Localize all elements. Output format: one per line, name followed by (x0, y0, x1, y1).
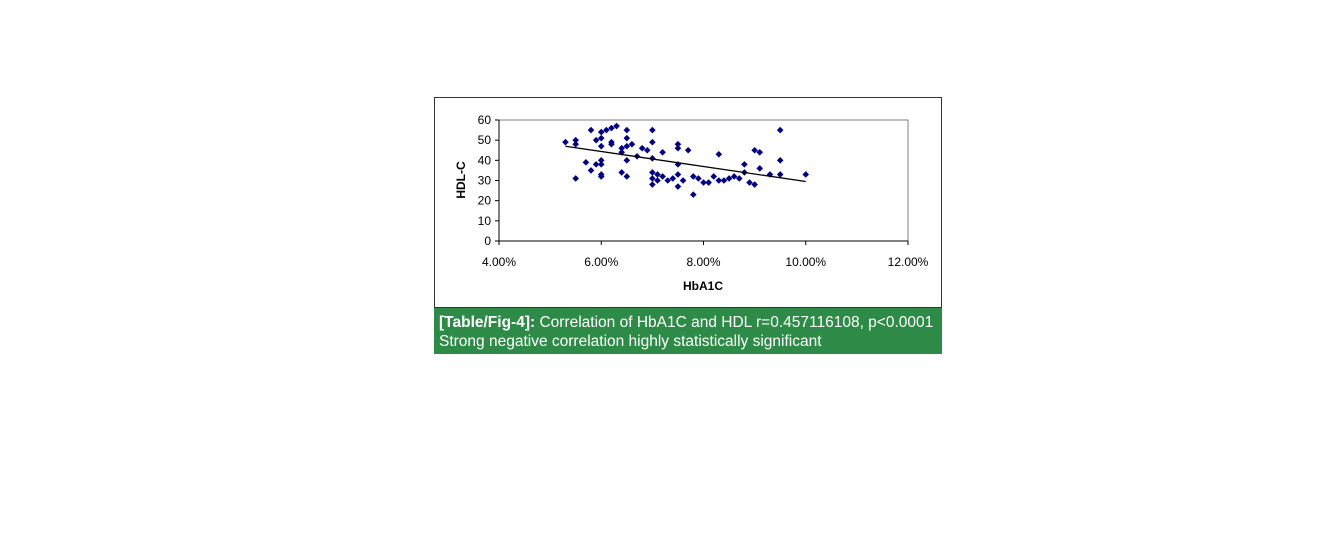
data-point (613, 122, 620, 130)
y-tick-label: 40 (478, 153, 492, 167)
x-tick-label: 6.00% (584, 255, 618, 269)
x-axis-title: HbA1C (683, 279, 723, 293)
y-tick-label: 0 (484, 234, 491, 248)
data-point (643, 146, 651, 154)
data-point (751, 146, 758, 154)
data-point (689, 173, 697, 180)
data-point (618, 144, 625, 152)
data-point (684, 146, 692, 154)
caption-text: Correlation of HbA1C and HDL r=0.4571161… (439, 314, 934, 350)
y-tick-label: 50 (478, 133, 492, 147)
data-point (659, 148, 666, 156)
data-point (679, 177, 687, 184)
data-point (654, 177, 661, 184)
figure: 0 10 20 30 40 50 60 4.00% 6.00% 8.00% 10.00% 12.00… (434, 97, 942, 354)
data-point (587, 126, 595, 134)
x-tick-label: 10.00% (785, 255, 826, 269)
scatter-chart: 0 10 20 30 40 50 60 4.00% 6.00% 8.00% 10.00% 12.00… (454, 113, 929, 293)
x-axis: 4.00% 6.00% 8.00% 10.00% 12.00% (482, 240, 929, 269)
data-point (695, 175, 702, 182)
data-point (715, 177, 723, 184)
data-point (720, 177, 728, 184)
x-tick-label: 4.00% (482, 255, 516, 269)
data-point (592, 136, 600, 144)
data-point (756, 165, 764, 172)
data-point (669, 175, 677, 182)
data-point (689, 191, 697, 198)
data-point (746, 179, 753, 186)
trendline (565, 145, 806, 183)
data-point (664, 177, 672, 184)
data-point (730, 173, 738, 180)
y-tick-label: 10 (478, 214, 492, 228)
data-point (705, 179, 712, 186)
data-point (592, 161, 600, 168)
y-tick-label: 20 (478, 194, 492, 208)
data-point (741, 161, 748, 168)
y-tick-label: 30 (478, 174, 492, 188)
data-point (659, 173, 666, 180)
data-point (603, 126, 610, 134)
data-point (582, 159, 590, 166)
x-tick-label: 8.00% (686, 255, 720, 269)
data-point (608, 124, 615, 132)
x-tick-label: 12.00% (888, 255, 929, 269)
data-point (628, 140, 636, 148)
data-point (608, 140, 615, 148)
y-axis-title: HDL-C (454, 161, 468, 199)
data-point (618, 169, 625, 176)
data-point (654, 171, 661, 178)
data-point (638, 144, 646, 152)
data-point (587, 167, 595, 174)
data-point (562, 138, 569, 146)
chart-frame: 0 10 20 30 40 50 60 4.00% 6.00% 8.00% 10.00% 12.00… (434, 97, 942, 308)
data-point (735, 175, 743, 182)
y-tick-label: 60 (478, 113, 492, 127)
data-point (710, 173, 718, 180)
data-point (756, 148, 764, 156)
y-axis: 0 10 20 30 40 50 60 (478, 113, 500, 248)
figure-caption: [Table/Fig-4]: Correlation of HbA1C and … (434, 308, 942, 354)
caption-label: [Table/Fig-4]: (439, 314, 536, 331)
